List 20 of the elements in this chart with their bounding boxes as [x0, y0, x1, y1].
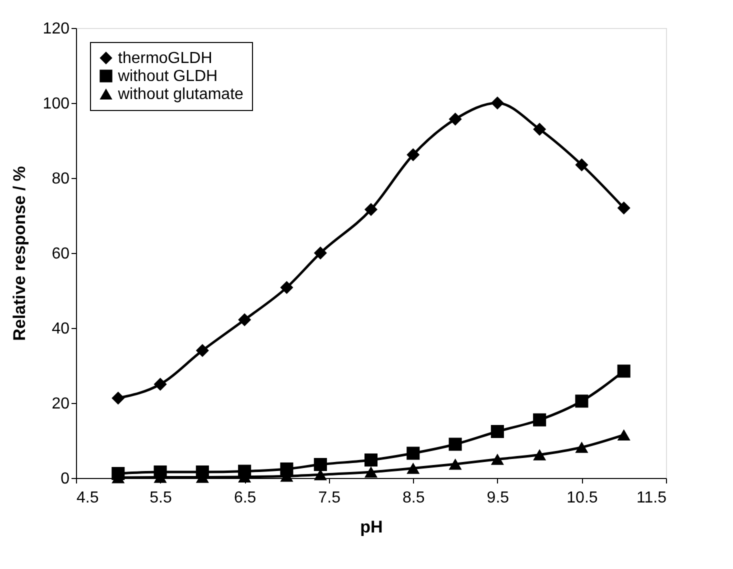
legend-label: without GLDH	[117, 68, 218, 85]
x-tick-label: 5.5	[150, 490, 172, 506]
x-tick-label: 8.5	[402, 490, 425, 506]
y-tick-label: 100	[42, 96, 70, 112]
legend-label: without glutamate	[117, 86, 244, 103]
y-tick-label: 0	[60, 470, 70, 488]
x-axis-title: pH	[360, 518, 383, 536]
y-tick-label: 120	[42, 20, 70, 38]
y-tick-label: 80	[52, 170, 70, 188]
x-tick-label: 10.5	[566, 490, 598, 506]
y-tick-label: 40	[52, 320, 70, 338]
x-tick-label: 7.5	[318, 490, 341, 506]
x-tick-label: 9.5	[486, 490, 510, 506]
x-tick-label: 4.5	[76, 490, 99, 506]
legend-label: thermoGLDH	[118, 50, 212, 67]
x-tick-label: 6.5	[234, 490, 256, 506]
y-tick-label: 20	[52, 396, 70, 412]
x-tick-label: 11.5	[636, 490, 667, 506]
y-tick-label: 60	[52, 246, 70, 262]
y-axis-title: Relative response / %	[10, 166, 29, 341]
